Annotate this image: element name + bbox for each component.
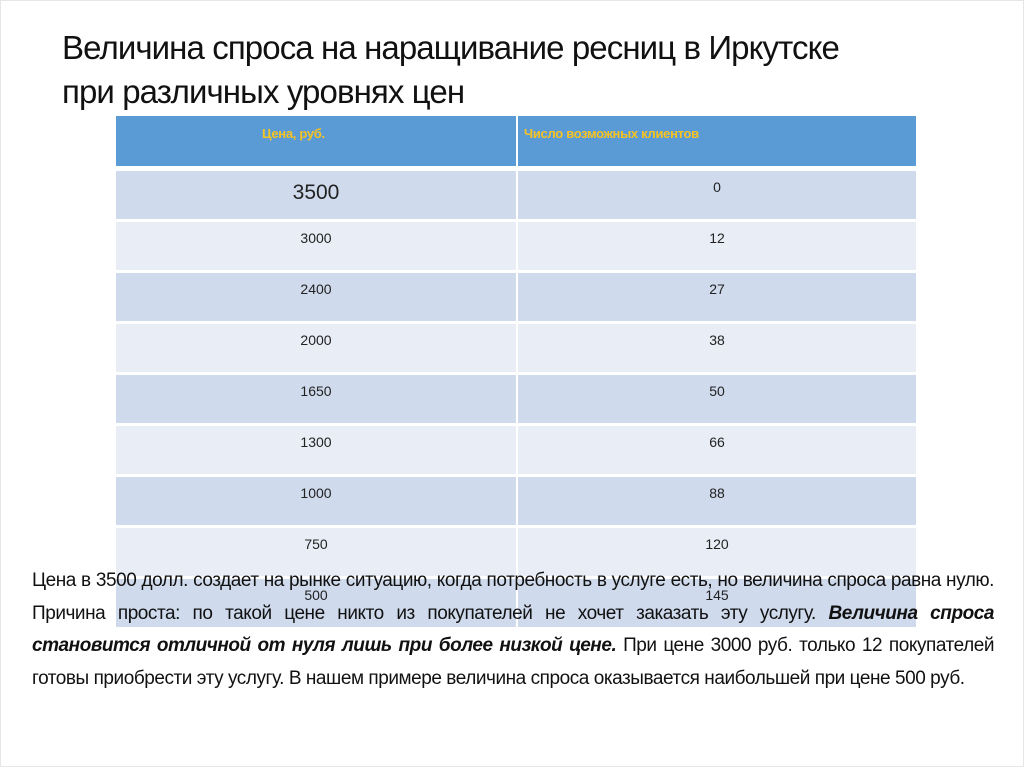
clients-cell: 12: [518, 219, 916, 270]
clients-cell: 66: [518, 423, 916, 474]
paragraph-text-2: При цене 3000 руб. только 12 покупателей…: [32, 635, 994, 689]
clients-cell: 50: [518, 372, 916, 423]
price-cell: 2000: [116, 321, 518, 372]
table-row: 2000 38: [116, 321, 916, 372]
title-line-2: при различных уровнях цен: [62, 73, 465, 110]
price-cell: 2400: [116, 270, 518, 321]
clients-cell: 27: [518, 270, 916, 321]
clients-cell: 0: [518, 166, 916, 219]
header-clients: Число возможных клиентов: [518, 116, 916, 166]
table-row: 1300 66: [116, 423, 916, 474]
price-cell: 3000: [116, 219, 518, 270]
title-line-1: Величина спроса на наращивание ресниц в …: [62, 29, 840, 66]
table-row: 3500 0: [116, 166, 916, 219]
table-header-row: Цена, руб. Число возможных клиентов: [116, 116, 916, 166]
slide-title: Величина спроса на наращивание ресниц в …: [62, 26, 982, 114]
price-cell: 1300: [116, 423, 518, 474]
header-price: Цена, руб.: [116, 116, 518, 166]
table-row: 1650 50: [116, 372, 916, 423]
table-row: 500 145: [116, 576, 916, 627]
table-row: 3000 12: [116, 219, 916, 270]
clients-cell: 88: [518, 474, 916, 525]
price-cell: 1000: [116, 474, 518, 525]
price-cell: 750: [116, 525, 518, 576]
clients-cell: 120: [518, 525, 916, 576]
explanation-paragraph: Цена в 3500 долл. создает на рынке ситуа…: [32, 565, 994, 695]
price-demand-table: Цена, руб. Число возможных клиентов 3500…: [116, 116, 916, 627]
price-cell: 3500: [116, 166, 518, 219]
paragraph-text-1: Цена в 3500 долл. создает на рынке ситуа…: [32, 570, 994, 624]
price-cell: 1650: [116, 372, 518, 423]
paragraph-emphasis: Величина спроса становится отличной от н…: [32, 602, 994, 657]
price-cell: 500: [116, 576, 518, 627]
clients-cell: 145: [518, 576, 916, 627]
table-row: 1000 88: [116, 474, 916, 525]
table-row: 750 120: [116, 525, 916, 576]
table-row: 2400 27: [116, 270, 916, 321]
clients-cell: 38: [518, 321, 916, 372]
